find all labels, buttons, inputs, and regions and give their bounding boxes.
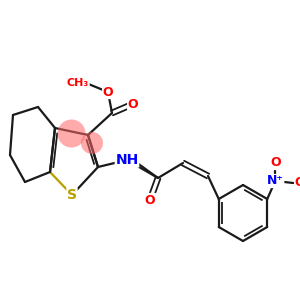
Text: O: O xyxy=(103,85,113,98)
Circle shape xyxy=(81,132,103,154)
Text: N⁺: N⁺ xyxy=(267,175,284,188)
Text: O: O xyxy=(145,194,155,206)
Text: CH₃: CH₃ xyxy=(67,78,89,88)
Text: NH: NH xyxy=(116,153,139,167)
Circle shape xyxy=(58,119,86,148)
Text: O: O xyxy=(270,157,280,169)
Text: S: S xyxy=(67,188,77,202)
Text: O⁻: O⁻ xyxy=(295,176,300,190)
Text: O: O xyxy=(128,98,138,110)
